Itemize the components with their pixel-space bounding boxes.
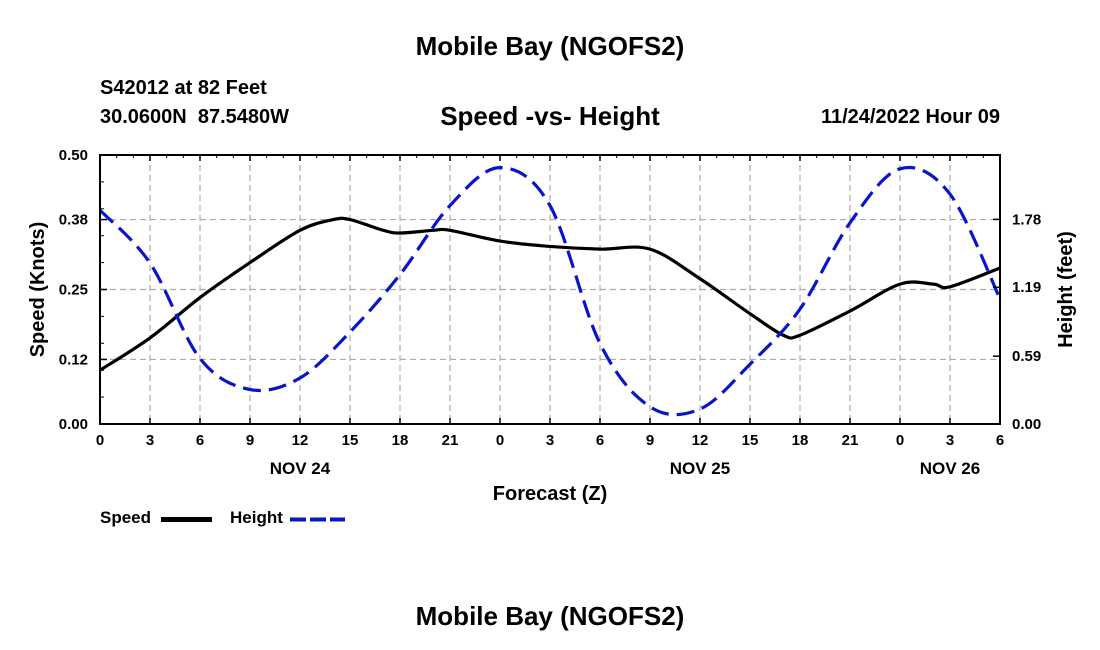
grid: [100, 155, 1000, 424]
station-label: S42012 at 82 Feet: [100, 77, 267, 99]
legend: Height: [230, 508, 283, 528]
x-tick-label: 18: [392, 432, 409, 449]
x-tick-label: 9: [646, 432, 654, 449]
legend: Speed: [100, 508, 151, 528]
x-tick-label: 15: [342, 432, 359, 449]
x-tick-label: 6: [996, 432, 1004, 449]
x-tick-label: 0: [496, 432, 504, 449]
forecast-datetime: 11/24/2022 Hour 09: [820, 106, 1000, 128]
y2-axis-label: Height (feet): [1055, 231, 1077, 348]
x-tick-label: 0: [96, 432, 104, 449]
legend-speed-swatch: [161, 517, 212, 522]
x-tick-label: 12: [292, 432, 309, 449]
y2-tick-label: 1.78: [1012, 211, 1041, 228]
x-tick-label: 3: [946, 432, 954, 449]
x-tick-label: 6: [596, 432, 604, 449]
series-layer: [98, 166, 1002, 417]
date-label: NOV 26: [920, 459, 980, 478]
y-tick-label: 0.50: [59, 147, 88, 164]
series-height-line: [98, 166, 1002, 417]
y2-tick-label: 1.19: [1012, 279, 1041, 296]
y-tick-label: 0.25: [59, 282, 88, 299]
y2-tick-label: 0.59: [1012, 348, 1041, 365]
y2-tick-label: 0.00: [1012, 416, 1041, 433]
date-label: NOV 25: [670, 459, 730, 478]
chart-title: Speed -vs- Height: [440, 101, 660, 131]
legend-height-swatch: [290, 517, 345, 522]
x-tick-label: 21: [842, 432, 859, 449]
y-tick-label: 0.00: [59, 416, 88, 433]
y-axis-label: Speed (Knots): [27, 222, 49, 358]
y-tick-label: 0.38: [59, 212, 88, 229]
x-tick-label: 12: [692, 432, 709, 449]
main-title: Mobile Bay (NGOFS2): [415, 31, 685, 61]
x-tick-label: 6: [196, 432, 204, 449]
x-axis-label: Forecast (Z): [493, 483, 607, 505]
station-coordinates: 30.0600N 87.5480W: [100, 106, 290, 128]
legend-height-label: Height: [230, 508, 283, 527]
series-speed-line: [99, 216, 1001, 372]
x-tick-label: 18: [792, 432, 809, 449]
x-tick-label: 15: [742, 432, 759, 449]
ticks: 0 3 6 9 12 15 18 21 0 3 6 9 12 15 18 21 0 3 6 0.00 0.12 0.25 0…: [59, 147, 1041, 478]
footer-title: Mobile Bay (NGOFS2): [415, 601, 685, 631]
x-tick-label: 9: [246, 432, 254, 449]
x-tick-label: 21: [442, 432, 459, 449]
x-tick-label: 0: [896, 432, 904, 449]
legend-speed-label: Speed: [100, 508, 152, 527]
x-tick-label: 3: [146, 432, 154, 449]
x-tick-label: 3: [546, 432, 554, 449]
y-tick-label: 0.12: [59, 351, 88, 368]
date-label: NOV 24: [270, 459, 331, 478]
speed-height-chart: 0 3 6 9 12 15 18 21 0 3 6 9 12 15 18 21 0 3 6 0.00 0.12 0.25 0…: [27, 147, 1077, 505]
